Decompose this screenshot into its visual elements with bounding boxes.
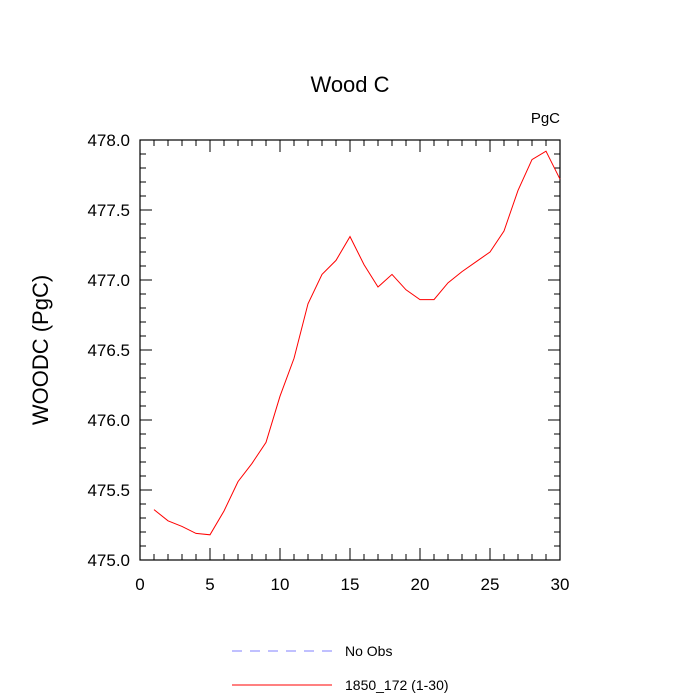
y-tick-label: 476.0	[87, 411, 130, 430]
y-tick-label: 475.5	[87, 481, 130, 500]
axis-ticks	[139, 139, 561, 561]
chart-title: Wood C	[310, 72, 389, 97]
x-tick-label: 10	[271, 575, 290, 594]
units-label: PgC	[531, 110, 560, 127]
legend-label: No Obs	[345, 643, 392, 659]
y-axis-label: WOODC (PgC)	[28, 275, 53, 425]
y-tick-label: 475.0	[87, 551, 130, 570]
y-tick-label: 478.0	[87, 131, 130, 150]
series-layer	[153, 150, 561, 536]
legend: No Obs 1850_172 (1-30)	[232, 643, 449, 693]
x-tick-label: 0	[135, 575, 144, 594]
series-line-1	[153, 150, 561, 536]
legend-label: 1850_172 (1-30)	[345, 677, 449, 693]
plot-frame	[139, 139, 561, 561]
x-tick-label: 15	[341, 575, 360, 594]
x-tick-label: 30	[551, 575, 570, 594]
y-tick-label: 477.0	[87, 271, 130, 290]
x-tick-label: 25	[481, 575, 500, 594]
tick-labels: 0 5 10 15 20 25 30 475.0 475.5 476.0 476.5 477.0 477…	[87, 131, 569, 594]
x-tick-label: 5	[205, 575, 214, 594]
y-tick-label: 476.5	[87, 341, 130, 360]
x-tick-label: 20	[411, 575, 430, 594]
y-tick-label: 477.5	[87, 201, 130, 220]
